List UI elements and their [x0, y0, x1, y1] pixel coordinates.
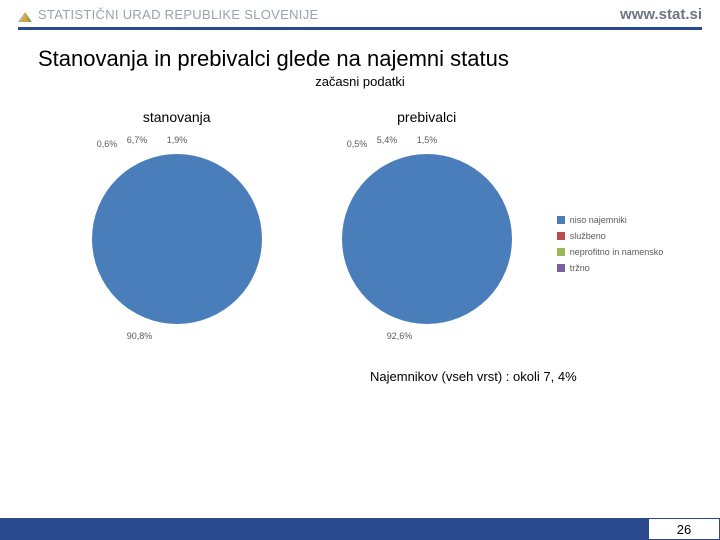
- page-number-box: 26: [648, 518, 720, 540]
- callout-s-1: 6,7%: [127, 135, 148, 145]
- chart-label-stanovanja: stanovanja: [143, 109, 211, 125]
- callout-p-0: 0,5%: [347, 139, 368, 149]
- chart-label-prebivalci: prebivalci: [397, 109, 456, 125]
- pie-prebivalci: [342, 154, 512, 324]
- callout-p-main: 92,6%: [387, 331, 413, 341]
- callout-p-1: 5,4%: [377, 135, 398, 145]
- chart-row: stanovanja 0,6% 6,7% 1,9% 90,8% prebival…: [0, 109, 720, 339]
- callout-s-0: 0,6%: [97, 139, 118, 149]
- header: STATISTIČNI URAD REPUBLIKE SLOVENIJE www…: [0, 0, 720, 25]
- header-rule: [18, 27, 702, 30]
- chart-stanovanja: stanovanja 0,6% 6,7% 1,9% 90,8%: [57, 109, 297, 339]
- page-subtitle: začasni podatki: [0, 74, 720, 89]
- org-logo-block: STATISTIČNI URAD REPUBLIKE SLOVENIJE: [18, 7, 319, 22]
- pie-stanovanja: [92, 154, 262, 324]
- pie-wrap-prebivalci: 0,5% 5,4% 1,5% 92,6%: [307, 139, 547, 339]
- legend: niso najemniki službeno neprofitno in na…: [557, 109, 664, 339]
- swatch-1: [557, 232, 565, 240]
- chart-prebivalci: prebivalci 0,5% 5,4% 1,5% 92,6%: [307, 109, 547, 339]
- summary-note: Najemnikov (vseh vrst) : okoli 7, 4%: [370, 369, 720, 384]
- swatch-2: [557, 248, 565, 256]
- legend-label-3: tržno: [570, 263, 590, 273]
- page-title: Stanovanja in prebivalci glede na najemn…: [38, 46, 720, 72]
- swatch-3: [557, 264, 565, 272]
- footer: 26: [0, 518, 720, 540]
- legend-item-2: neprofitno in namensko: [557, 247, 664, 257]
- legend-item-1: službeno: [557, 231, 664, 241]
- legend-label-2: neprofitno in namensko: [570, 247, 664, 257]
- site-url: www.stat.si: [620, 6, 702, 23]
- org-name: STATISTIČNI URAD REPUBLIKE SLOVENIJE: [38, 7, 319, 22]
- pie-wrap-stanovanja: 0,6% 6,7% 1,9% 90,8%: [57, 139, 297, 339]
- callout-p-2: 1,5%: [417, 135, 438, 145]
- footer-bar: [0, 518, 648, 540]
- legend-label-1: službeno: [570, 231, 606, 241]
- swatch-0: [557, 216, 565, 224]
- legend-item-0: niso najemniki: [557, 215, 664, 225]
- legend-label-0: niso najemniki: [570, 215, 627, 225]
- page-number: 26: [677, 522, 691, 537]
- callout-s-2: 1,9%: [167, 135, 188, 145]
- legend-item-3: tržno: [557, 263, 664, 273]
- callout-s-main: 90,8%: [127, 331, 153, 341]
- logo-icon: [18, 8, 32, 22]
